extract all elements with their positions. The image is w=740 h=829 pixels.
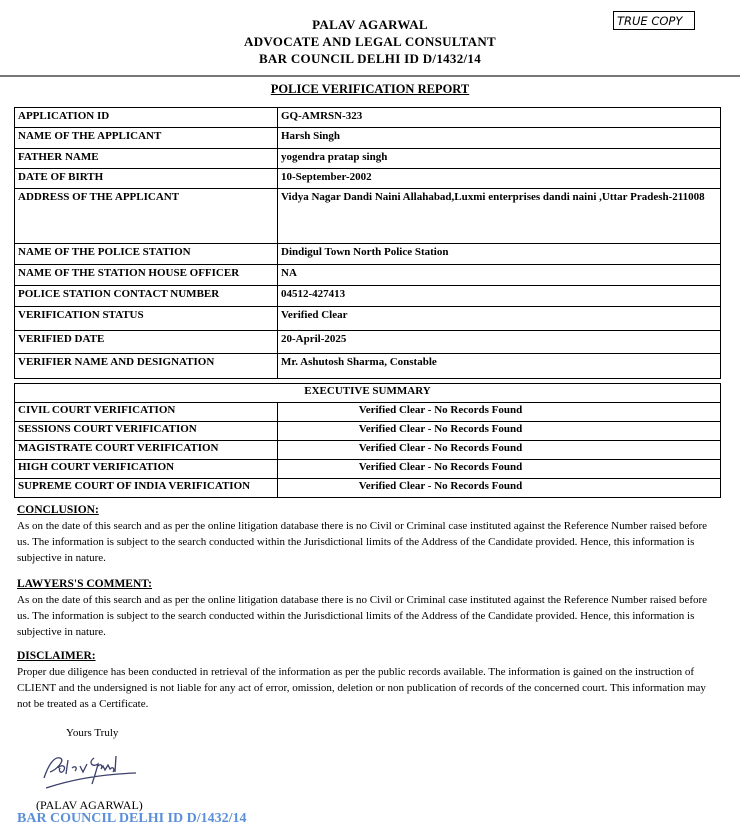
detail-row: APPLICATION ID GQ-AMRSN-323 [14,107,721,128]
summary-row: SESSIONS COURT VERIFICATION Verified Clea… [14,421,721,441]
detail-label: VERIFICATION STATUS [14,306,278,331]
detail-label: NAME OF THE APPLICANT [14,127,278,149]
detail-label: VERIFIER NAME AND DESIGNATION [14,353,278,379]
summary-heading: EXECUTIVE SUMMARY [14,383,721,403]
summary-row: MAGISTRATE COURT VERIFICATION Verified Cl… [14,440,721,460]
summary-row: HIGH COURT VERIFICATION Verified Clear - … [14,459,721,479]
comment-text: As on the date of this search and as per… [17,594,708,638]
detail-value: GQ-AMRSN-323 [277,107,721,128]
disclaimer-text: Proper due diligence has been conducted … [17,666,706,710]
conclusion-heading: CONCLUSION: [17,504,99,516]
detail-label: VERIFIED DATE [14,330,278,354]
comment-section: LAWYERS'S COMMENT: As on the date of this… [17,576,717,640]
summary-row: CIVIL COURT VERIFICATION Verified Clear -… [14,402,721,422]
detail-label: NAME OF THE STATION HOUSE OFFICER [14,264,278,286]
executive-summary-table: EXECUTIVE SUMMARY CIVIL COURT VERIFICATIO… [14,383,721,498]
signature-image [43,755,137,789]
advocate-name: PALAV AGARWAL [312,17,428,32]
detail-row: ADDRESS OF THE APPLICANT Vidya Nagar Dand… [14,188,721,244]
detail-label: POLICE STATION CONTACT NUMBER [14,285,278,307]
detail-label: APPLICATION ID [14,107,278,128]
detail-label: DATE OF BIRTH [14,168,278,189]
detail-row: NAME OF THE POLICE STATION Dindigul Town … [14,243,721,265]
summary-court: SUPREME COURT OF INDIA VERIFICATION [14,478,278,498]
detail-value: NA [277,264,721,286]
summary-status: Verified Clear - No Records Found [277,459,721,479]
summary-row: SUPREME COURT OF INDIA VERIFICATION Verif… [14,478,721,498]
summary-status: Verified Clear - No Records Found [277,421,721,441]
summary-court: MAGISTRATE COURT VERIFICATION [14,440,278,460]
detail-row: DATE OF BIRTH 10-September-2002 [14,168,721,189]
conclusion-section: CONCLUSION: As on the date of this search… [17,502,717,566]
comment-heading: LAWYERS'S COMMENT: [17,578,152,590]
signatory-bar-id: BAR COUNCIL DELHI ID D/1432/14 [17,811,247,826]
detail-row: POLICE STATION CONTACT NUMBER 04512-42741… [14,285,721,307]
true-copy-stamp: TRUE COPY [613,11,695,30]
detail-value: Vidya Nagar Dandi Naini Allahabad,Luxmi … [277,188,721,244]
detail-row: VERIFIED DATE 20-April-2025 [14,330,721,354]
detail-value: 10-September-2002 [277,168,721,189]
detail-value: Verified Clear [277,306,721,331]
summary-court: CIVIL COURT VERIFICATION [14,402,278,422]
disclaimer-section: DISCLAIMER: Proper due diligence has been… [17,648,717,712]
summary-status: Verified Clear - No Records Found [277,478,721,498]
closing: Yours Truly [66,727,119,739]
summary-court: SESSIONS COURT VERIFICATION [14,421,278,441]
disclaimer-heading: DISCLAIMER: [17,650,96,662]
advocate-bar-id: BAR COUNCIL DELHI ID D/1432/14 [258,51,482,66]
detail-value: Mr. Ashutosh Sharma, Constable [277,353,721,379]
detail-value: 04512-427413 [277,285,721,307]
detail-value: Dindigul Town North Police Station [277,243,721,265]
signatory-name: (PALAV AGARWAL) [36,798,143,812]
detail-row: FATHER NAME yogendra pratap singh [14,148,721,169]
detail-label: NAME OF THE POLICE STATION [14,243,278,265]
detail-value: yogendra pratap singh [277,148,721,169]
detail-row: NAME OF THE APPLICANT Harsh Singh [14,127,721,149]
detail-label: ADDRESS OF THE APPLICANT [14,188,278,244]
header-divider [0,75,740,77]
advocate-role: ADVOCATE AND LEGAL CONSULTANT [244,34,496,49]
summary-court: HIGH COURT VERIFICATION [14,459,278,479]
detail-row: VERIFICATION STATUS Verified Clear [14,306,721,331]
detail-value: Harsh Singh [277,127,721,149]
conclusion-text: As on the date of this search and as per… [17,520,708,564]
summary-status: Verified Clear - No Records Found [277,402,721,422]
report-title: POLICE VERIFICATION REPORT [270,82,470,96]
applicant-details-table: APPLICATION ID GQ-AMRSN-323 NAME OF THE AP… [14,107,721,379]
detail-value: 20-April-2025 [277,330,721,354]
detail-row: NAME OF THE STATION HOUSE OFFICER NA [14,264,721,286]
detail-label: FATHER NAME [14,148,278,169]
detail-row: VERIFIER NAME AND DESIGNATION Mr. Ashutos… [14,353,721,379]
summary-status: Verified Clear - No Records Found [277,440,721,460]
